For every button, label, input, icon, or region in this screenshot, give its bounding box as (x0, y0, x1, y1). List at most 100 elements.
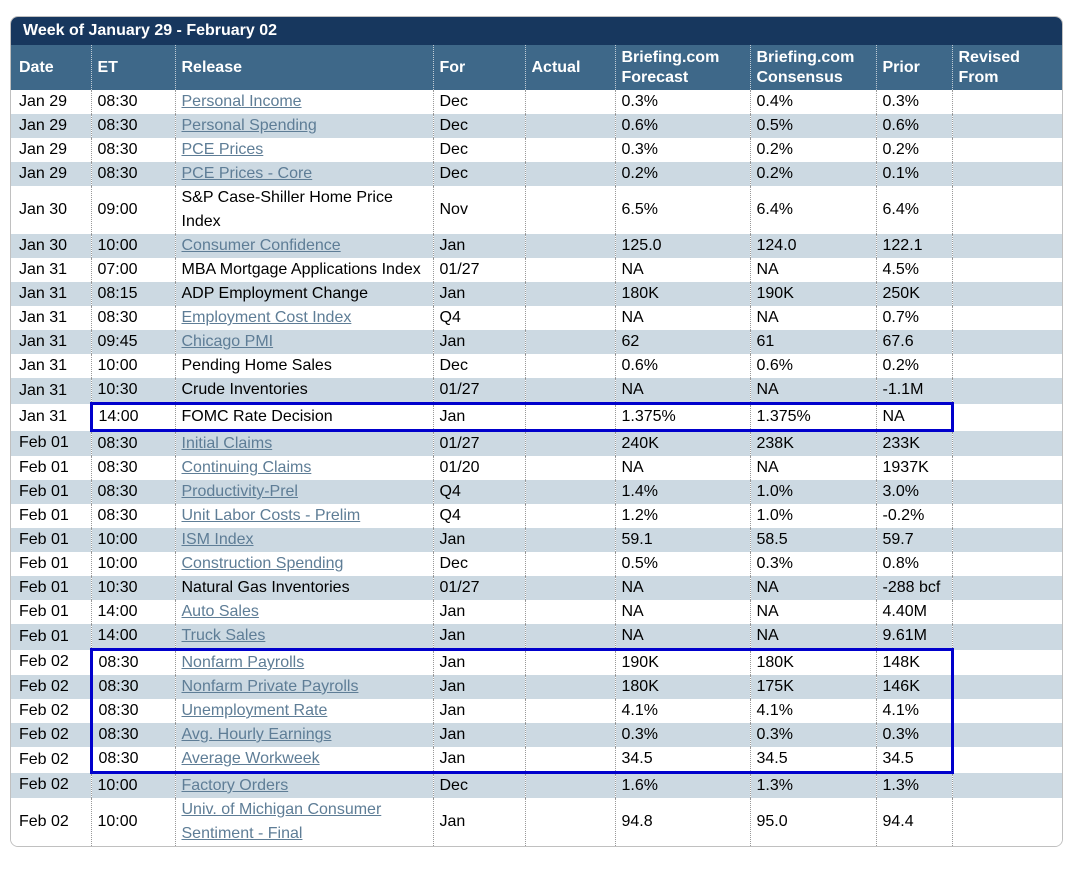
et-cell: 08:30 (90, 430, 175, 456)
release-link[interactable]: Consumer Confidence (181, 237, 341, 254)
release-cell: PCE Prices - Core (174, 162, 433, 186)
actual-cell (524, 723, 615, 747)
release-cell: Auto Sales (174, 600, 433, 624)
et-cell: 10:00 (90, 772, 175, 798)
release-link[interactable]: Productivity-Prel (181, 483, 298, 500)
forecast-cell: 240K (614, 430, 750, 456)
consensus-cell: 1.0% (749, 504, 876, 528)
consensus-cell: 4.1% (749, 699, 876, 723)
revised-cell (951, 430, 1062, 456)
forecast-cell: NA (614, 456, 750, 480)
release-link[interactable]: ISM Index (181, 531, 254, 548)
forecast-cell: NA (614, 258, 750, 282)
table-row: Jan 31 08:15 ADP Employment Change Jan 180K 1… (11, 282, 1062, 306)
date-cell: Feb 01 (19, 579, 69, 596)
actual-cell (524, 624, 615, 650)
release-link[interactable]: Univ. of Michigan Consumer Sentiment - F… (181, 801, 382, 842)
consensus-cell: 1.3% (749, 772, 876, 798)
forecast-cell: 0.5% (614, 552, 750, 576)
table-row: Feb 02 10:00 Univ. of Michigan Consumer Se… (11, 798, 1062, 846)
prior-cell: 34.5 (875, 747, 954, 774)
release-link[interactable]: Unit Labor Costs - Prelim (181, 507, 361, 524)
release-link[interactable]: Employment Cost Index (181, 309, 352, 326)
et-cell: 08:30 (89, 648, 175, 675)
for-cell: Jan (432, 528, 525, 552)
economic-calendar-table: Date ET Release For Actual Briefing.com Forec… (11, 45, 1062, 846)
actual-cell (524, 330, 615, 354)
release-link[interactable]: Truck Sales (181, 627, 266, 644)
table-body: Jan 29 08:30 Personal Income Dec 0.3% 0.4% 0.3… (11, 90, 1062, 846)
prior-cell: 233K (875, 430, 952, 456)
for-cell: 01/27 (432, 430, 525, 456)
release-cell: Factory Orders (174, 772, 433, 798)
release-link[interactable]: PCE Prices (181, 141, 264, 158)
consensus-cell: 6.4% (749, 186, 876, 234)
forecast-cell: 6.5% (614, 186, 750, 234)
forecast-cell: 180K (614, 675, 750, 699)
prior-cell: 67.6 (875, 330, 952, 354)
table-row-highlighted: Feb 02 08:30 Average Workweek Jan 34.5 34.5 34… (11, 747, 1062, 774)
release-link[interactable]: Personal Income (181, 93, 302, 110)
date-cell: Feb 02 (19, 702, 69, 719)
release-label: S&P Case-Shiller Home Price Index (181, 189, 393, 230)
page: Week of January 29 - February 02 Date ET R… (10, 16, 1063, 847)
release-cell: Unemployment Rate (174, 699, 433, 723)
et-cell: 08:30 (89, 675, 175, 699)
date-cell: Feb 01 (19, 603, 69, 620)
for-cell: Dec (432, 138, 525, 162)
for-cell: Dec (432, 162, 525, 186)
release-link[interactable]: Unemployment Rate (181, 702, 328, 719)
release-label: Natural Gas Inventories (181, 579, 350, 596)
release-link[interactable]: Nonfarm Payrolls (181, 654, 305, 671)
column-header-date: Date (11, 45, 91, 90)
release-link[interactable]: Construction Spending (181, 555, 344, 572)
release-link[interactable]: Initial Claims (181, 435, 273, 452)
release-label: Pending Home Sales (181, 357, 332, 374)
release-link[interactable]: PCE Prices - Core (181, 165, 313, 182)
release-link[interactable]: Nonfarm Private Payrolls (181, 678, 359, 695)
release-link[interactable]: Factory Orders (181, 777, 289, 794)
for-cell: Jan (432, 330, 525, 354)
consensus-cell: NA (749, 624, 876, 650)
et-cell: 08:30 (90, 90, 175, 114)
forecast-cell: 1.4% (614, 480, 750, 504)
consensus-cell: NA (749, 456, 876, 480)
et-cell: 10:00 (90, 552, 175, 576)
prior-cell: 6.4% (875, 186, 952, 234)
date-cell: Jan 29 (19, 93, 68, 110)
release-cell: Crude Inventories (174, 378, 433, 404)
actual-cell (524, 772, 615, 798)
revised-cell (951, 234, 1062, 258)
release-link[interactable]: Personal Spending (181, 117, 317, 134)
prior-cell: 0.6% (875, 114, 952, 138)
et-cell: 14:00 (90, 624, 175, 650)
release-cell: Nonfarm Private Payrolls (174, 675, 433, 699)
et-cell: 08:30 (90, 114, 175, 138)
revised-cell (951, 699, 1062, 723)
prior-cell: 0.3% (875, 90, 952, 114)
et-cell: 08:30 (89, 723, 175, 747)
release-cell: FOMC Rate Decision (174, 402, 433, 432)
date-cell: Feb 02 (19, 776, 69, 794)
table-row: Jan 31 10:30 Crude Inventories 01/27 NA NA -1.… (11, 378, 1062, 404)
release-link[interactable]: Continuing Claims (181, 459, 312, 476)
prior-cell: 0.1% (875, 162, 952, 186)
column-header-actual: Actual (524, 45, 615, 90)
for-cell: Jan (432, 600, 525, 624)
table-row-highlighted: Feb 02 08:30 Nonfarm Private Payrolls Jan 18… (11, 675, 1062, 699)
consensus-cell: 0.2% (749, 138, 876, 162)
revised-cell (951, 723, 1062, 747)
release-link[interactable]: Avg. Hourly Earnings (181, 726, 332, 743)
date-cell: Feb 01 (19, 531, 69, 548)
prior-cell: 3.0% (875, 480, 952, 504)
release-link[interactable]: Average Workweek (181, 750, 320, 767)
for-cell: Jan (432, 234, 525, 258)
forecast-cell: 94.8 (614, 798, 750, 846)
release-link[interactable]: Auto Sales (181, 603, 259, 620)
release-link[interactable]: Chicago PMI (181, 333, 274, 350)
actual-cell (524, 402, 615, 432)
et-cell: 07:00 (90, 258, 175, 282)
release-cell: Personal Spending (174, 114, 433, 138)
consensus-cell: 0.3% (749, 552, 876, 576)
actual-cell (524, 480, 615, 504)
